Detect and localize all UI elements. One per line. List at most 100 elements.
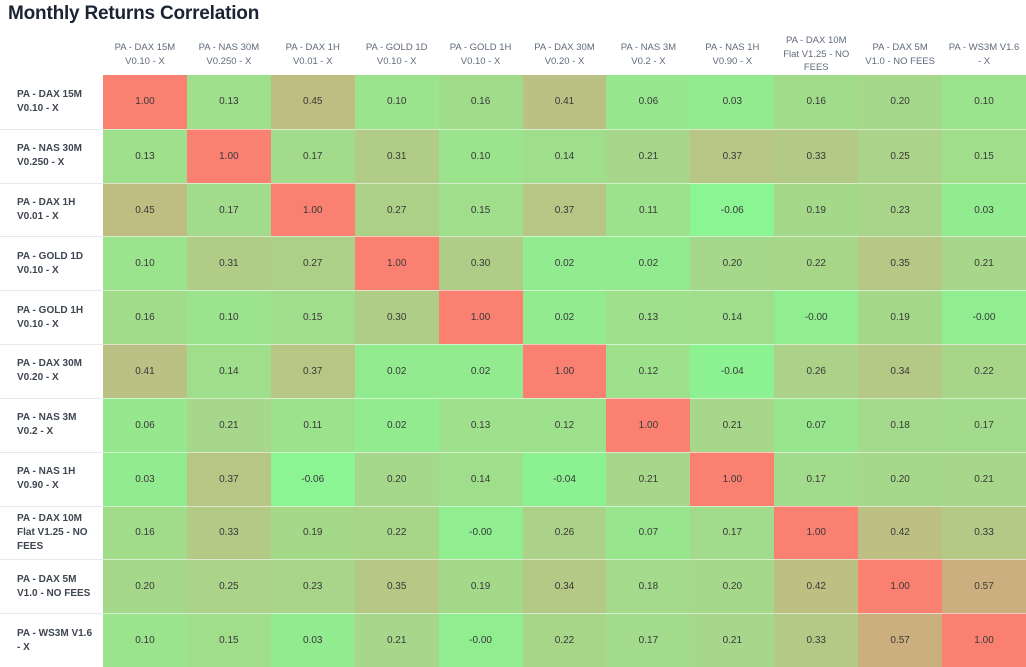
matrix-cell: 0.13 <box>103 128 187 183</box>
matrix-cell: 1.00 <box>942 613 1026 667</box>
matrix-cell: 0.02 <box>606 236 691 291</box>
matrix-cell: -0.04 <box>522 451 607 506</box>
matrix-cell: 0.45 <box>103 182 187 237</box>
matrix-cell: 0.15 <box>186 613 271 667</box>
matrix-cell: 0.19 <box>774 182 859 237</box>
matrix-cell: 0.19 <box>438 559 523 614</box>
matrix-cell: 0.37 <box>690 128 775 183</box>
matrix-cell: 0.26 <box>774 344 859 398</box>
matrix-cell: 0.18 <box>858 397 943 452</box>
matrix-cell: 0.21 <box>606 451 691 506</box>
matrix-cell: 0.27 <box>354 182 439 237</box>
matrix-cell: -0.00 <box>942 290 1026 345</box>
row-header: PA - NAS 30M V0.250 - X <box>0 128 103 183</box>
matrix-cell: 0.21 <box>690 397 775 452</box>
matrix-cell: 0.16 <box>103 290 187 345</box>
matrix-cell: 0.35 <box>354 559 439 614</box>
matrix-cell: -0.06 <box>270 451 355 506</box>
matrix-cell: 0.27 <box>270 236 355 291</box>
column-header: PA - DAX 5M V1.0 - NO FEES <box>858 34 943 75</box>
matrix-cell: 0.14 <box>690 290 775 345</box>
matrix-cell: 0.34 <box>522 559 607 614</box>
matrix-cell: 0.20 <box>103 559 187 614</box>
matrix-cell: 0.02 <box>522 236 607 291</box>
matrix-cell: 1.00 <box>103 75 187 129</box>
matrix-cell: 0.07 <box>606 505 691 560</box>
matrix-cell: 0.30 <box>438 236 523 291</box>
matrix-cell: 0.03 <box>270 613 355 667</box>
matrix-cell: 0.26 <box>522 505 607 560</box>
matrix-cell: 1.00 <box>858 559 943 614</box>
matrix-cell: 0.33 <box>942 505 1026 560</box>
matrix-cell: 0.33 <box>774 613 859 667</box>
matrix-cell: 0.57 <box>858 613 943 667</box>
column-header: PA - DAX 1H V0.01 - X <box>270 34 355 75</box>
row-header: PA - GOLD 1H V0.10 - X <box>0 290 103 345</box>
matrix-cell: 0.16 <box>438 75 523 129</box>
matrix-cell: 0.03 <box>690 75 775 129</box>
matrix-cell: 0.17 <box>270 128 355 183</box>
matrix-cell: 0.17 <box>606 613 691 667</box>
matrix-cell: 0.19 <box>858 290 943 345</box>
matrix-corner-spacer <box>0 34 103 75</box>
matrix-cell: 0.57 <box>942 559 1026 614</box>
matrix-cell: 0.33 <box>774 128 859 183</box>
matrix-cell: 0.21 <box>186 397 271 452</box>
column-header: PA - WS3M V1.6 - X <box>942 34 1026 75</box>
column-header: PA - DAX 10M Flat V1.25 - NO FEES <box>774 34 859 75</box>
row-header: PA - GOLD 1D V0.10 - X <box>0 236 103 291</box>
matrix-cell: 1.00 <box>606 397 691 452</box>
matrix-cell: 0.02 <box>354 344 439 398</box>
matrix-cell: 0.14 <box>522 128 607 183</box>
matrix-cell: 0.18 <box>606 559 691 614</box>
matrix-cell: 0.30 <box>354 290 439 345</box>
matrix-cell: 0.25 <box>186 559 271 614</box>
column-header: PA - DAX 15M V0.10 - X <box>103 34 187 75</box>
matrix-cell: 0.37 <box>270 344 355 398</box>
row-header: PA - NAS 1H V0.90 - X <box>0 451 103 506</box>
matrix-cell: 0.17 <box>186 182 271 237</box>
row-header: PA - WS3M V1.6 - X <box>0 613 103 667</box>
column-header: PA - NAS 30M V0.250 - X <box>186 34 271 75</box>
matrix-cell: 0.13 <box>438 397 523 452</box>
matrix-cell: -0.00 <box>438 613 523 667</box>
column-header: PA - GOLD 1H V0.10 - X <box>438 34 523 75</box>
matrix-cell: 0.12 <box>606 344 691 398</box>
matrix-cell: 0.17 <box>774 451 859 506</box>
matrix-cell: 0.10 <box>438 128 523 183</box>
matrix-cell: 1.00 <box>690 451 775 506</box>
matrix-cell: 0.02 <box>522 290 607 345</box>
matrix-cell: 0.13 <box>186 75 271 129</box>
matrix-cell: 0.16 <box>103 505 187 560</box>
matrix-cell: 0.06 <box>606 75 691 129</box>
matrix-cell: 0.10 <box>186 290 271 345</box>
row-header: PA - NAS 3M V0.2 - X <box>0 397 103 452</box>
matrix-cell: 0.02 <box>438 344 523 398</box>
row-header: PA - DAX 30M V0.20 - X <box>0 344 103 398</box>
matrix-cell: 0.22 <box>942 344 1026 398</box>
matrix-cell: 0.42 <box>858 505 943 560</box>
matrix-cell: 0.21 <box>354 613 439 667</box>
matrix-cell: 0.03 <box>942 182 1026 237</box>
matrix-cell: 0.15 <box>942 128 1026 183</box>
chart-title: Monthly Returns Correlation <box>8 3 260 24</box>
matrix-cell: 0.14 <box>186 344 271 398</box>
matrix-cell: 0.17 <box>942 397 1026 452</box>
matrix-cell: 0.21 <box>606 128 691 183</box>
matrix-cell: 0.41 <box>103 344 187 398</box>
matrix-cell: 0.35 <box>858 236 943 291</box>
matrix-cell: 0.37 <box>522 182 607 237</box>
matrix-cell: 0.20 <box>690 236 775 291</box>
matrix-cell: 0.02 <box>354 397 439 452</box>
matrix-cell: 1.00 <box>270 182 355 237</box>
matrix-cell: 0.10 <box>103 236 187 291</box>
matrix-cell: 0.25 <box>858 128 943 183</box>
matrix-cell: -0.04 <box>690 344 775 398</box>
matrix-cell: 0.23 <box>270 559 355 614</box>
column-header: PA - NAS 3M V0.2 - X <box>606 34 691 75</box>
matrix-cell: 0.21 <box>690 613 775 667</box>
matrix-cell: 0.31 <box>354 128 439 183</box>
matrix-cell: 0.03 <box>103 451 187 506</box>
matrix-cell: 1.00 <box>354 236 439 291</box>
matrix-cell: -0.06 <box>690 182 775 237</box>
